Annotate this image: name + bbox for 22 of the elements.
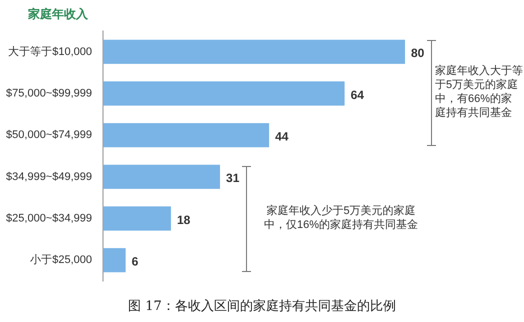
y-tick-label: $25,000~$34,999	[6, 212, 92, 225]
y-tick-label: $34,999~$49,999	[6, 170, 92, 183]
bar	[103, 164, 220, 189]
caption: 图 17：各收入区间的家庭持有共同基金的比例	[127, 298, 397, 315]
data-label: 80	[411, 46, 425, 60]
data-label: 44	[275, 129, 289, 144]
y-tick-label: 小于$25,000	[30, 253, 92, 266]
bar	[103, 81, 345, 106]
data-label: 64	[350, 88, 364, 102]
y-tick-label: $75,000~$99,999	[6, 88, 92, 100]
y-tick-label: $50,000~$74,999	[6, 129, 92, 142]
bar	[103, 248, 126, 272]
text: 家庭年收入大于等于5万美元的家庭中，有66%的家庭持有共同基金	[435, 64, 523, 120]
data-label: 31	[226, 171, 240, 186]
data-label: 6	[132, 254, 139, 268]
bar	[103, 123, 270, 148]
data-label: 18	[176, 212, 191, 227]
y-axis-title: 家庭年收入	[28, 6, 88, 23]
bar	[103, 40, 405, 64]
annotation: 家庭年收入少于5万美元的家庭中，仅16%的家庭持有共同基金	[262, 204, 420, 232]
y-tick-label: 大于等于$10,000	[8, 44, 92, 58]
bar	[103, 206, 171, 231]
